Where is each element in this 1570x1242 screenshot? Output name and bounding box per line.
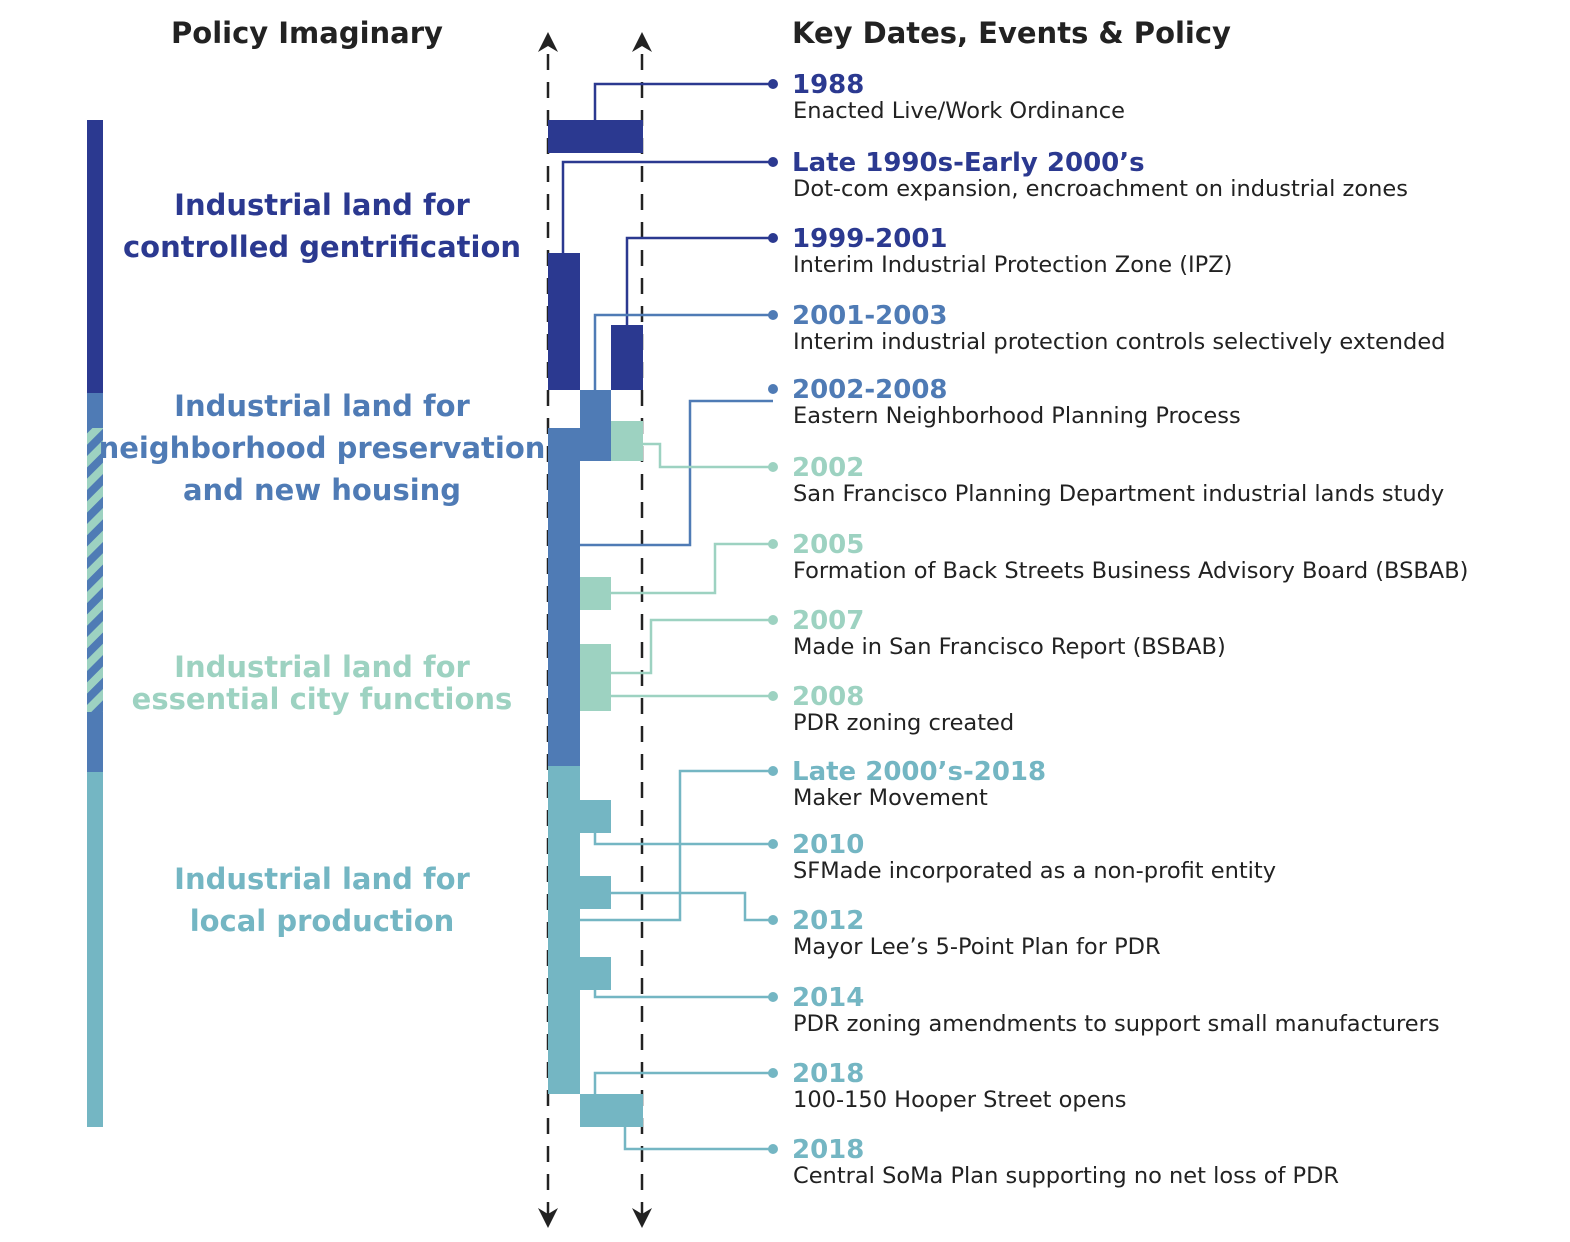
event-dot [768,79,778,89]
connector [593,990,773,999]
event-dot [768,462,778,472]
imaginary-label: Industrial land for [174,862,470,896]
imaginary-label: and new housing [183,473,461,507]
event-date: 1999-2001 [792,224,948,254]
connector [625,236,773,325]
event-description: San Francisco Planning Department indust… [793,481,1444,507]
event-description: Interim industrial protection controls s… [793,329,1445,355]
event-date: 2014 [792,983,864,1013]
event-date: 2010 [792,830,864,860]
connector [611,891,773,922]
connector [611,618,773,675]
left-header: Policy Imaginary [171,16,443,50]
connector [593,313,773,390]
event-date: 2001-2003 [792,301,948,331]
event-description: Interim Industrial Protection Zone (IPZ) [793,252,1232,278]
event-dot [768,1144,778,1154]
event-dot [768,384,778,394]
connector [643,442,773,469]
imaginary-label: essential city functions [132,682,513,716]
event-description: Enacted Live/Work Ordinance [793,98,1125,124]
connector [593,833,773,846]
event-date: 2007 [792,606,864,636]
imaginary-label: controlled gentrification [123,230,521,264]
imaginary-label: Industrial land for [174,188,470,222]
event-date: 2018 [792,1135,864,1165]
event-date: 2012 [792,906,864,936]
event-dot [768,233,778,243]
imaginary-bar [87,120,103,1127]
event-date: 2002 [792,453,864,483]
event-description: Eastern Neighborhood Planning Process [793,403,1241,429]
connectors [561,79,778,1154]
event-description: Formation of Back Streets Business Advis… [793,558,1468,584]
imaginary-label: Industrial land for [174,650,470,684]
event-date: 2005 [792,530,864,560]
event-dot [768,310,778,320]
event-description: Dot-com expansion, encroachment on indus… [793,176,1408,202]
connector [593,82,773,120]
event-dot [768,839,778,849]
event-description: 100-150 Hooper Street opens [793,1087,1127,1113]
event-description: PDR zoning amendments to support small m… [793,1011,1440,1037]
connector [580,769,773,922]
event-date: 1988 [792,70,864,100]
event-description: Maker Movement [793,785,988,811]
event-description: PDR zoning created [793,710,1014,736]
event-dot [768,157,778,167]
event-dot [768,539,778,549]
event-date: Late 2000’s-2018 [792,757,1046,787]
timeline-blocks [548,120,643,1127]
connector [593,1071,773,1094]
event-dot [768,1068,778,1078]
event-description: Made in San Francisco Report (BSBAB) [793,634,1226,660]
event-date: Late 1990s-Early 2000’s [792,148,1145,178]
event-description: Central SoMa Plan supporting no net loss… [793,1163,1339,1189]
event-date: 2002-2008 [792,375,948,405]
connector [580,399,773,547]
connector [611,542,773,595]
imaginary-label: local production [190,904,455,938]
event-date: 2018 [792,1059,864,1089]
imaginary-label: neighborhood preservation [99,431,546,465]
labels: Industrial land for controlled gentrifica… [99,70,1469,1189]
event-description: Mayor Lee’s 5-Point Plan for PDR [793,934,1161,960]
event-dot [768,766,778,776]
connector [561,160,773,253]
event-date: 2008 [792,682,864,712]
event-dot [768,691,778,701]
right-header: Key Dates, Events & Policy [792,16,1231,50]
event-dot [768,992,778,1002]
imaginary-label: Industrial land for [174,389,470,423]
event-description: SFMade incorporated as a non-profit enti… [793,858,1276,884]
event-dot [768,915,778,925]
connector [623,1127,773,1151]
event-dot [768,615,778,625]
